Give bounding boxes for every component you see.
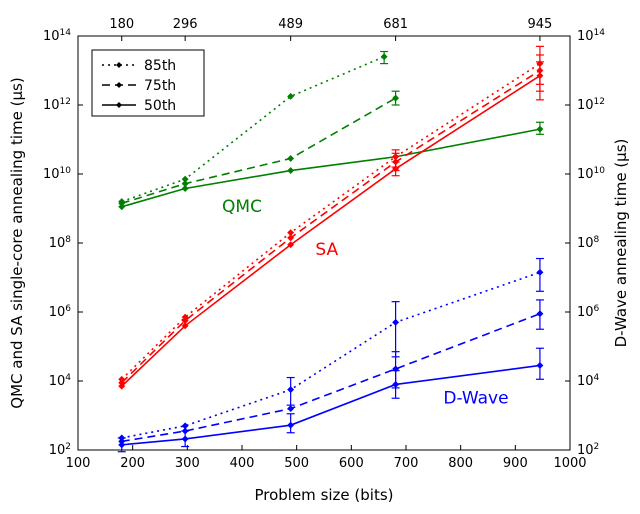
svg-text:1010: 1010 [43, 166, 71, 182]
x-tick-label: 400 [230, 456, 255, 471]
legend-label-50th: 50th [144, 98, 176, 114]
series-marker [182, 423, 188, 429]
annealing-time-chart: 100 200 300 400 500 600 700 800 900 1000 Problem s… [0, 0, 640, 514]
x-tick-label: 700 [394, 456, 419, 471]
x-tick-label: 600 [339, 456, 364, 471]
svg-text:108: 108 [577, 235, 600, 251]
svg-text:102: 102 [577, 442, 599, 458]
series-line-DWave-85th [122, 272, 540, 438]
svg-text:1012: 1012 [577, 97, 605, 113]
svg-text:1014: 1014 [577, 28, 605, 44]
series-label-d-wave: D-Wave [443, 388, 508, 408]
series-marker [287, 405, 293, 411]
x-top-tick-label: 681 [383, 17, 408, 32]
series-marker [537, 362, 543, 368]
series-label-sa: SA [315, 240, 338, 260]
series-marker [287, 167, 293, 173]
y-right-axis-label: D-Wave annealing time (μs) [612, 139, 630, 348]
svg-text:108: 108 [49, 235, 72, 251]
series-marker [537, 269, 543, 275]
x-tick-label: 1000 [553, 456, 586, 471]
series-marker [537, 311, 543, 317]
svg-text:104: 104 [49, 373, 72, 389]
x-tick-label: 100 [66, 456, 91, 471]
svg-text:106: 106 [49, 304, 72, 320]
x-top-tick-label: 180 [109, 17, 134, 32]
series-marker [287, 386, 293, 392]
series-marker [392, 154, 398, 160]
series-marker [182, 176, 188, 182]
svg-text:104: 104 [577, 373, 600, 389]
x-axis-label: Problem size (bits) [254, 486, 393, 504]
x-tick-label: 900 [503, 456, 528, 471]
x-tick-label: 500 [284, 456, 309, 471]
series-marker [287, 422, 293, 428]
series-marker [381, 54, 387, 60]
series-line-DWave-75th [122, 314, 540, 442]
series-marker [392, 319, 398, 325]
x-tick-label: 200 [120, 456, 145, 471]
svg-text:1014: 1014 [43, 28, 71, 44]
series-marker [182, 436, 188, 442]
legend-label-85th: 85th [144, 58, 176, 74]
legend-label-75th: 75th [144, 78, 176, 94]
series-marker [392, 95, 398, 101]
x-top-tick-label: 489 [278, 17, 303, 32]
svg-text:106: 106 [577, 304, 600, 320]
series-marker [287, 229, 293, 235]
chart-svg: 100 200 300 400 500 600 700 800 900 1000 Problem s… [0, 0, 640, 514]
series-line-SA-75th [122, 71, 540, 383]
series-label-qmc: QMC [222, 197, 262, 217]
series-line-SA-50th [122, 76, 540, 387]
svg-text:1010: 1010 [577, 166, 605, 182]
y-left-axis-label: QMC and SA single-core annealing time (μ… [8, 77, 26, 408]
x-tick-label: 300 [175, 456, 200, 471]
x-tick-label: 800 [448, 456, 473, 471]
x-top-tick-label: 296 [173, 17, 198, 32]
series-marker [287, 155, 293, 161]
series-marker [537, 126, 543, 132]
svg-text:1012: 1012 [43, 97, 71, 113]
x-top-tick-label: 945 [528, 17, 553, 32]
series-line-QMC-50th [122, 129, 540, 207]
